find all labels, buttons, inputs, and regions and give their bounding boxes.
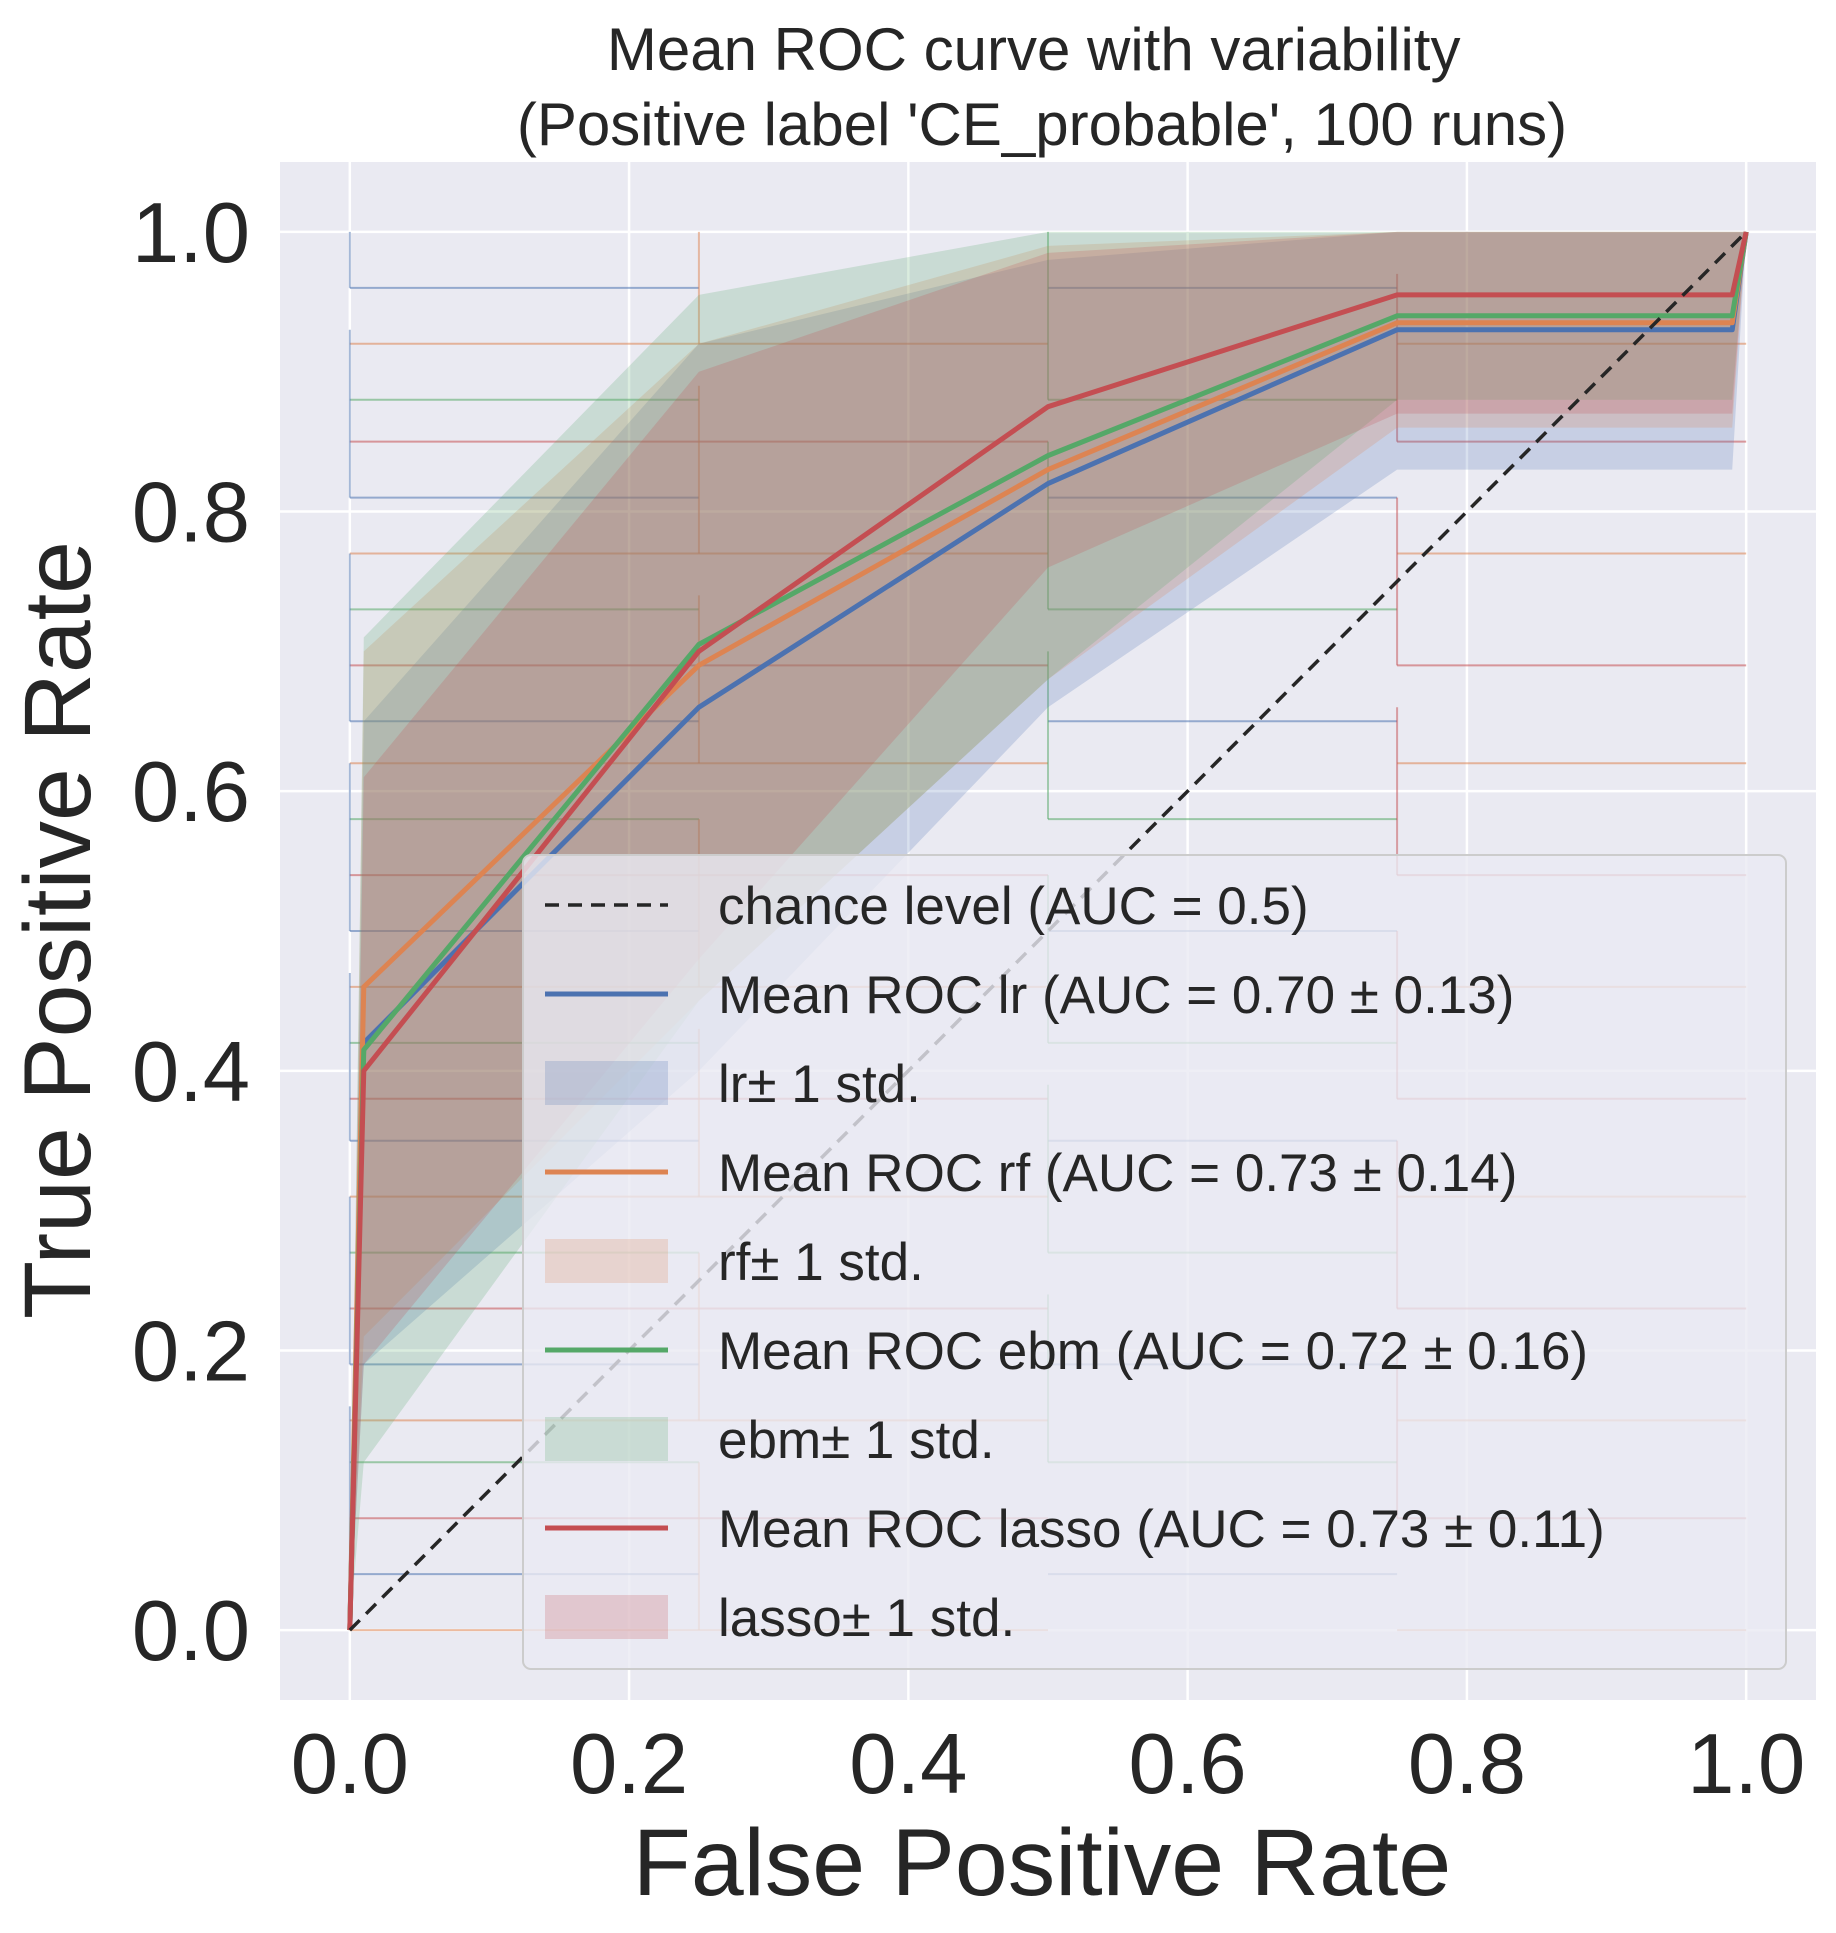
mean-roc-line-ebm (347, 231, 1749, 1631)
legend-label: ebm± 1 std. (718, 1411, 995, 1470)
legend-band-swatch-lasso (545, 1595, 668, 1639)
legend: chance level (AUC = 0.5) Mean ROC lr (AUC… (522, 854, 1787, 1670)
x-tick-labels: 0.0 0.2 0.4 0.6 0.8 1.0 (291, 1717, 1806, 1812)
y-tick-label: 1.0 (132, 186, 250, 281)
y-tick-label: 0.0 (132, 1584, 250, 1679)
y-axis-label: True Positive Rate (5, 541, 111, 1319)
x-axis-label: False Positive Rate (633, 1810, 1451, 1916)
std-bands (349, 231, 1747, 1631)
y-tick-label: 0.4 (132, 1025, 250, 1120)
chart-title-line-2: (Positive label 'CE_probable', 100 runs) (517, 91, 1567, 158)
legend-box (522, 854, 1787, 1670)
std-band-ebm (349, 231, 1747, 1631)
mean-roc-line-lasso (347, 231, 1749, 1631)
legend-label: lasso± 1 std. (718, 1589, 1015, 1648)
legend-label: Mean ROC lasso (AUC = 0.73 ± 0.11) (718, 1500, 1605, 1559)
x-tick-label: 0.8 (1408, 1717, 1526, 1812)
legend-label: chance level (AUC = 0.5) (718, 877, 1309, 936)
y-tick-label: 0.2 (132, 1304, 250, 1399)
chart-title-line-1: Mean ROC curve with variability (607, 16, 1461, 83)
legend-band-swatch-ebm (545, 1417, 668, 1461)
mean-roc-line-rf (347, 231, 1749, 1631)
legend-label: Mean ROC lr (AUC = 0.70 ± 0.13) (718, 966, 1514, 1025)
legend-label: rf± 1 std. (718, 1233, 924, 1292)
chart-title: Mean ROC curve with variability (Positiv… (517, 16, 1567, 158)
x-tick-label: 0.0 (291, 1717, 409, 1812)
std-band-rf (349, 231, 1747, 1631)
legend-label: lr± 1 std. (718, 1055, 921, 1114)
legend-label: Mean ROC ebm (AUC = 0.72 ± 0.16) (718, 1322, 1588, 1381)
y-tick-label: 0.8 (132, 466, 250, 561)
y-tick-label: 0.6 (132, 745, 250, 840)
std-band-lr (349, 231, 1747, 1631)
y-tick-labels: 0.0 0.2 0.4 0.6 0.8 1.0 (132, 186, 250, 1679)
x-tick-label: 0.6 (1129, 1717, 1247, 1812)
x-tick-label: 1.0 (1687, 1717, 1805, 1812)
legend-band-swatch-rf (545, 1239, 668, 1283)
std-band-lasso (349, 231, 1747, 1631)
mean-roc-curves (347, 230, 1749, 1632)
x-tick-label: 0.2 (570, 1717, 688, 1812)
legend-band-swatch-lr (545, 1061, 668, 1105)
legend-label: Mean ROC rf (AUC = 0.73 ± 0.14) (718, 1144, 1517, 1203)
x-tick-label: 0.4 (849, 1717, 967, 1812)
